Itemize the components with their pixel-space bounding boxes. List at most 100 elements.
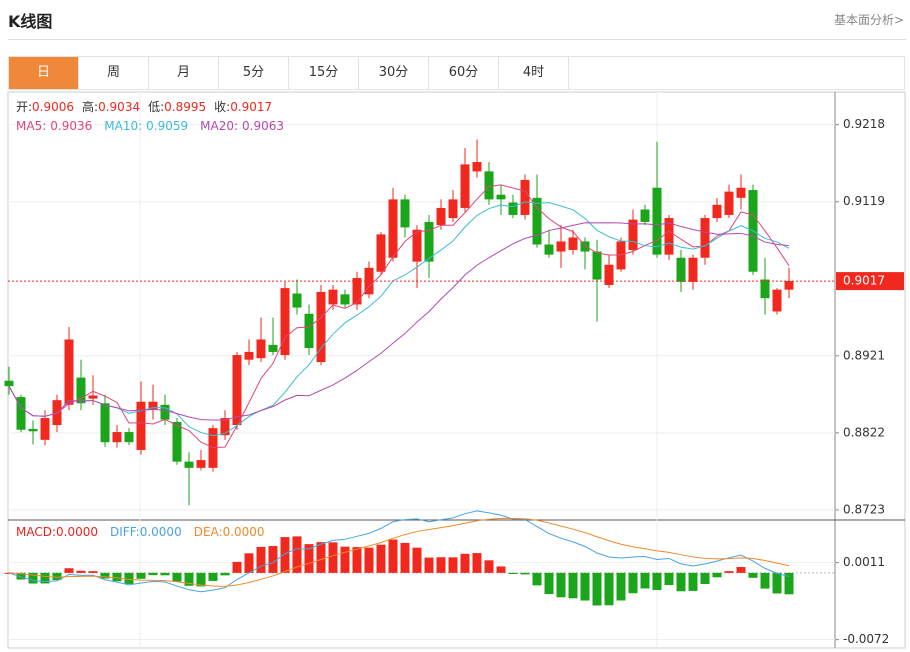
- period-tab[interactable]: 30分: [359, 57, 429, 89]
- candle-body: [460, 164, 470, 208]
- candle-body: [136, 401, 146, 450]
- diff-line: [8, 510, 790, 593]
- macd-bar: [40, 572, 50, 584]
- ma-value: 0.9063: [242, 119, 284, 133]
- candle-body: [736, 187, 746, 198]
- candle-body: [508, 202, 518, 215]
- dea-line: [8, 517, 790, 587]
- candle-body: [544, 244, 554, 255]
- candle-body: [724, 191, 734, 215]
- candle-body: [196, 460, 206, 468]
- macd-label: DIFF:0.0000: [110, 525, 182, 539]
- last-price-box: [836, 272, 904, 291]
- candle-body: [172, 421, 182, 462]
- macd-bar: [160, 572, 170, 576]
- ma-legend: MA5: 0.9036 MA10: 0.9059 MA20: 0.9063: [16, 119, 284, 133]
- macd-bar: [208, 572, 218, 581]
- candle-body: [148, 401, 158, 410]
- candle-body: [676, 257, 686, 282]
- macd-bar: [268, 546, 278, 573]
- ma-label: MA10:: [104, 119, 142, 133]
- ma-line: [8, 222, 790, 421]
- last-price-label: 0.9017: [843, 274, 885, 288]
- macd-bar: [232, 561, 242, 573]
- period-tab[interactable]: 60分: [429, 57, 499, 89]
- candle-body: [664, 218, 674, 255]
- macd-bar: [100, 572, 110, 579]
- info-label: 开:: [16, 100, 32, 114]
- macd-bar: [436, 557, 446, 573]
- info-value: 0.8995: [164, 100, 206, 114]
- info-value: 0.9034: [98, 100, 140, 114]
- divider: [8, 39, 906, 40]
- info-value: 0.9006: [32, 100, 74, 114]
- candle-body: [304, 313, 314, 349]
- macd-bar: [688, 572, 698, 591]
- candle-body: [28, 428, 38, 432]
- macd-bar: [556, 572, 566, 598]
- candle-body: [112, 432, 122, 443]
- macd-bar: [400, 542, 410, 573]
- macd-bar: [136, 572, 146, 579]
- macd-bar: [352, 547, 362, 573]
- candle-body: [448, 199, 458, 219]
- candle-body: [76, 377, 86, 404]
- macd-bar: [472, 553, 482, 573]
- macd-bar: [700, 572, 710, 584]
- macd-label: MACD:0.0000: [16, 525, 98, 539]
- candle-body: [340, 294, 350, 305]
- period-tab[interactable]: 5分: [219, 57, 289, 89]
- candle-body: [760, 279, 770, 299]
- period-tab[interactable]: 月: [149, 57, 219, 89]
- candle-body: [688, 257, 698, 282]
- candle-body: [628, 219, 638, 250]
- macd-bar: [424, 557, 434, 573]
- candle-body: [400, 199, 410, 228]
- fundamental-link[interactable]: 基本面分析>: [833, 13, 904, 27]
- macd-bar: [244, 553, 254, 573]
- period-tab[interactable]: 4时: [499, 57, 569, 89]
- ma-line: [8, 201, 790, 437]
- candle-body: [16, 397, 26, 430]
- period-tab[interactable]: 15分: [289, 57, 359, 89]
- macd-bar: [280, 537, 290, 573]
- candle-body: [388, 199, 398, 258]
- candle-body: [64, 339, 74, 405]
- candle-body: [268, 344, 278, 352]
- macd-bar: [316, 542, 326, 573]
- period-tab[interactable]: 日: [9, 57, 79, 89]
- macd-bar: [724, 571, 734, 573]
- macd-bar: [736, 567, 746, 573]
- y-tick-label: 0.8723: [843, 502, 885, 516]
- candle-body: [244, 351, 254, 360]
- candle-body: [256, 339, 266, 359]
- candle-body: [100, 403, 110, 443]
- macd-bar: [76, 570, 86, 573]
- candle-body: [472, 162, 482, 172]
- candle-body: [436, 207, 446, 226]
- info-label: 收:: [214, 100, 230, 114]
- macd-bar: [544, 572, 554, 595]
- candle-body: [376, 234, 386, 272]
- ma-value: 0.9036: [50, 119, 92, 133]
- macd-bar: [304, 544, 314, 573]
- candle-body: [784, 281, 794, 290]
- period-tab[interactable]: 周: [79, 57, 149, 89]
- macd-bar: [640, 572, 650, 589]
- candle-body: [208, 428, 218, 468]
- candle-body: [532, 197, 542, 245]
- candle-body: [328, 289, 338, 305]
- y-tick-label: -0.0072: [843, 632, 889, 646]
- macd-bar: [388, 539, 398, 573]
- candle-body: [292, 293, 302, 308]
- y-tick-label: 0.0011: [843, 555, 885, 569]
- info-label: 低:: [148, 100, 164, 114]
- macd-bar: [148, 572, 158, 576]
- macd-bar: [484, 560, 494, 573]
- main-frame: [7, 91, 906, 649]
- macd-bar: [16, 572, 26, 580]
- macd-bar: [664, 572, 674, 586]
- macd-bar: [460, 553, 470, 573]
